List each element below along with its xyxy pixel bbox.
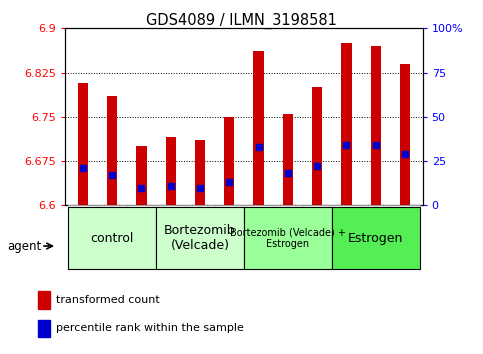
- Point: [313, 164, 321, 169]
- FancyBboxPatch shape: [273, 205, 302, 207]
- FancyBboxPatch shape: [156, 205, 185, 207]
- Bar: [370, 46, 381, 205]
- FancyBboxPatch shape: [332, 207, 420, 269]
- FancyBboxPatch shape: [98, 205, 127, 207]
- Text: agent: agent: [7, 240, 42, 252]
- Bar: [312, 87, 322, 205]
- Text: percentile rank within the sample: percentile rank within the sample: [57, 324, 244, 333]
- Bar: [341, 43, 352, 205]
- Point: [284, 171, 292, 176]
- FancyBboxPatch shape: [361, 205, 390, 207]
- Text: Estrogen: Estrogen: [348, 232, 403, 245]
- Bar: [78, 82, 88, 205]
- Bar: [38, 320, 50, 337]
- Point: [342, 142, 350, 148]
- Point: [255, 144, 262, 150]
- Bar: [254, 51, 264, 205]
- Text: control: control: [90, 232, 134, 245]
- Point: [167, 183, 174, 189]
- Text: Bortezomib (Velcade) +
Estrogen: Bortezomib (Velcade) + Estrogen: [230, 227, 346, 249]
- FancyBboxPatch shape: [68, 205, 98, 207]
- Point: [372, 142, 380, 148]
- Point: [138, 185, 145, 190]
- FancyBboxPatch shape: [156, 207, 244, 269]
- Bar: [400, 64, 410, 205]
- Bar: [136, 146, 146, 205]
- Bar: [283, 114, 293, 205]
- FancyBboxPatch shape: [244, 207, 332, 269]
- FancyBboxPatch shape: [244, 205, 273, 207]
- FancyBboxPatch shape: [68, 207, 156, 269]
- Text: transformed count: transformed count: [57, 295, 160, 305]
- FancyBboxPatch shape: [332, 205, 361, 207]
- Point: [401, 151, 409, 157]
- Bar: [195, 141, 205, 205]
- FancyBboxPatch shape: [214, 205, 244, 207]
- Bar: [166, 137, 176, 205]
- Point: [79, 165, 86, 171]
- Bar: [38, 291, 50, 309]
- FancyBboxPatch shape: [390, 205, 420, 207]
- FancyBboxPatch shape: [127, 205, 156, 207]
- Bar: [107, 96, 117, 205]
- FancyBboxPatch shape: [185, 205, 214, 207]
- Text: Bortezomib
(Velcade): Bortezomib (Velcade): [164, 224, 236, 252]
- Point: [196, 185, 204, 190]
- Bar: [224, 117, 234, 205]
- Point: [226, 179, 233, 185]
- FancyBboxPatch shape: [302, 205, 332, 207]
- Point: [108, 172, 116, 178]
- Text: GDS4089 / ILMN_3198581: GDS4089 / ILMN_3198581: [146, 12, 337, 29]
